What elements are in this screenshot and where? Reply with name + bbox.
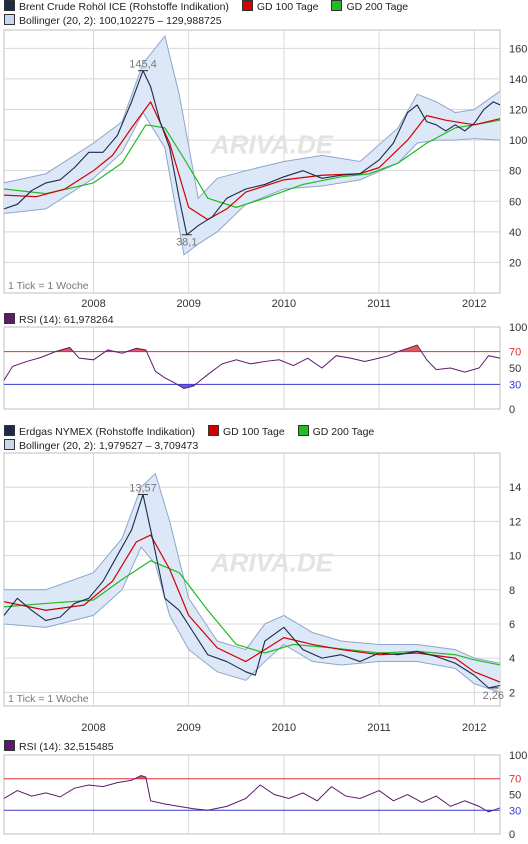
sma100-line xyxy=(3,534,501,683)
y-tick-label: 100 xyxy=(509,135,527,147)
y-tick-label: 100 xyxy=(509,750,527,762)
legend-bollinger-label: Bollinger (20, 2): 1,979527 – 3,709473 xyxy=(19,440,199,452)
legend-sma100-label: GD 100 Tage xyxy=(222,426,285,438)
brent-legend: Brent Crude Rohöl ICE (Rohstoffe Indikat… xyxy=(4,0,418,28)
y-tick-label: 14 xyxy=(509,482,521,494)
legend-sma200: GD 200 Tage xyxy=(297,425,375,439)
y-tick-label: 140 xyxy=(509,74,527,86)
annotation-label: 145,4 xyxy=(129,59,157,71)
legend-rsi-swatch xyxy=(4,313,15,324)
y-tick-label: 100 xyxy=(509,322,527,334)
x-tick-label: 2008 xyxy=(81,722,105,734)
watermark: ARIVA.DE xyxy=(210,548,334,578)
rsi-line xyxy=(3,775,501,813)
legend-bollinger: Bollinger (20, 2): 1,979527 – 3,709473 xyxy=(4,439,198,453)
x-tick-label: 2010 xyxy=(272,722,296,734)
y-tick-label: 2 xyxy=(509,687,515,699)
x-tick-label: 2012 xyxy=(462,722,486,734)
legend-sma100: GD 100 Tage xyxy=(207,425,285,439)
legend-sma200-swatch xyxy=(331,0,343,11)
bollinger-upper-line xyxy=(4,472,501,664)
x-tick-label: 2011 xyxy=(367,722,391,734)
bollinger-band xyxy=(4,36,500,255)
legend-price-label: Brent Crude Rohöl ICE (Rohstoffe Indikat… xyxy=(19,1,229,13)
legend-rsi-swatch xyxy=(4,740,15,751)
y-tick-label: 30 xyxy=(509,805,521,817)
plot-frame xyxy=(3,326,501,410)
legend-bollinger: Bollinger (20, 2): 100,102275 – 129,9887… xyxy=(4,14,222,28)
y-tick-label: 50 xyxy=(509,363,521,375)
x-tick-label: 2011 xyxy=(367,298,391,310)
x-tick-label: 2012 xyxy=(462,298,486,310)
sma200-line xyxy=(3,560,501,666)
y-tick-label: 70 xyxy=(509,774,521,786)
sma200-line xyxy=(3,119,501,208)
y-tick-label: 4 xyxy=(509,653,515,665)
price-line xyxy=(3,493,501,689)
legend-price: Brent Crude Rohöl ICE (Rohstoffe Indikat… xyxy=(4,0,229,14)
legend-sma200-label: GD 200 Tage xyxy=(312,426,375,438)
erdgas-legend: Erdgas NYMEX (Rohstoffe Indikation) GD 1… xyxy=(4,425,384,453)
x-tick-label: 2009 xyxy=(176,298,200,310)
y-tick-label: 30 xyxy=(509,379,521,391)
y-tick-label: 0 xyxy=(509,404,515,416)
tick-note: 1 Tick = 1 Woche xyxy=(8,693,89,705)
y-tick-label: 160 xyxy=(509,43,527,55)
legend-bollinger-label: Bollinger (20, 2): 100,102275 – 129,9887… xyxy=(19,15,222,27)
legend-bollinger-swatch xyxy=(4,439,15,450)
legend-rsi-label: RSI (14): 32,515485 xyxy=(19,741,114,753)
panel-erdgas_rsi: 0 30 50 70 100 xyxy=(3,750,527,841)
annotation-label: 13,57 xyxy=(129,483,157,495)
y-tick-label: 70 xyxy=(509,347,521,359)
annotation-label: 2,26 xyxy=(483,690,504,702)
legend-price-swatch xyxy=(4,425,15,436)
legend-sma100: GD 100 Tage xyxy=(241,0,319,14)
annotation-label: 38,1 xyxy=(176,237,197,249)
legend-rsi: RSI (14): 32,515485 xyxy=(4,740,114,754)
x-tick-label: 2010 xyxy=(272,298,296,310)
panel-brent: 20 40 60 80 100 120 140 160 2008 2009 2010 2011 2012… xyxy=(3,29,527,310)
sma100-line xyxy=(3,101,501,221)
y-tick-label: 12 xyxy=(509,516,521,528)
y-tick-label: 20 xyxy=(509,257,521,269)
price-line xyxy=(3,70,501,236)
y-tick-label: 6 xyxy=(509,619,515,631)
legend-price-label: Erdgas NYMEX (Rohstoffe Indikation) xyxy=(19,426,196,438)
legend-price-swatch xyxy=(4,0,15,11)
legend-sma200: GD 200 Tage xyxy=(331,0,408,14)
legend-sma200-label: GD 200 Tage xyxy=(346,1,409,13)
y-tick-label: 80 xyxy=(509,166,521,178)
rsi-line xyxy=(3,344,501,390)
legend-bollinger-swatch xyxy=(4,14,15,25)
bollinger-upper-line xyxy=(3,35,501,200)
y-tick-label: 8 xyxy=(509,585,515,597)
y-tick-label: 0 xyxy=(509,829,515,841)
brent-rsi-legend: RSI (14): 61,978264 xyxy=(4,313,124,327)
y-tick-label: 60 xyxy=(509,196,521,208)
panel-brent_rsi: 0 30 50 70 100 xyxy=(3,322,527,416)
legend-sma100-swatch xyxy=(207,425,219,436)
legend-price: Erdgas NYMEX (Rohstoffe Indikation) xyxy=(4,425,195,439)
legend-rsi: RSI (14): 61,978264 xyxy=(4,313,114,327)
plot-frame xyxy=(3,754,501,835)
x-tick-label: 2009 xyxy=(176,722,200,734)
watermark: ARIVA.DE xyxy=(210,130,334,160)
panel-erdgas: 2 4 6 8 10 12 14 2008 2009 2010 2011 2012 ARIVA.DE 13… xyxy=(3,452,521,734)
y-tick-label: 50 xyxy=(509,790,521,802)
y-tick-label: 40 xyxy=(509,227,521,239)
legend-sma200-swatch xyxy=(297,425,309,436)
tick-note: 1 Tick = 1 Woche xyxy=(8,280,89,292)
legend-sma100-swatch xyxy=(241,0,253,11)
bollinger-band xyxy=(4,473,500,693)
legend-rsi-label: RSI (14): 61,978264 xyxy=(19,314,114,326)
bollinger-lower-line xyxy=(3,546,501,693)
legend-sma100-label: GD 100 Tage xyxy=(256,1,319,13)
y-tick-label: 10 xyxy=(509,551,521,563)
y-tick-label: 120 xyxy=(509,105,527,117)
x-tick-label: 2008 xyxy=(81,298,105,310)
erdgas-rsi-legend: RSI (14): 32,515485 xyxy=(4,740,124,754)
